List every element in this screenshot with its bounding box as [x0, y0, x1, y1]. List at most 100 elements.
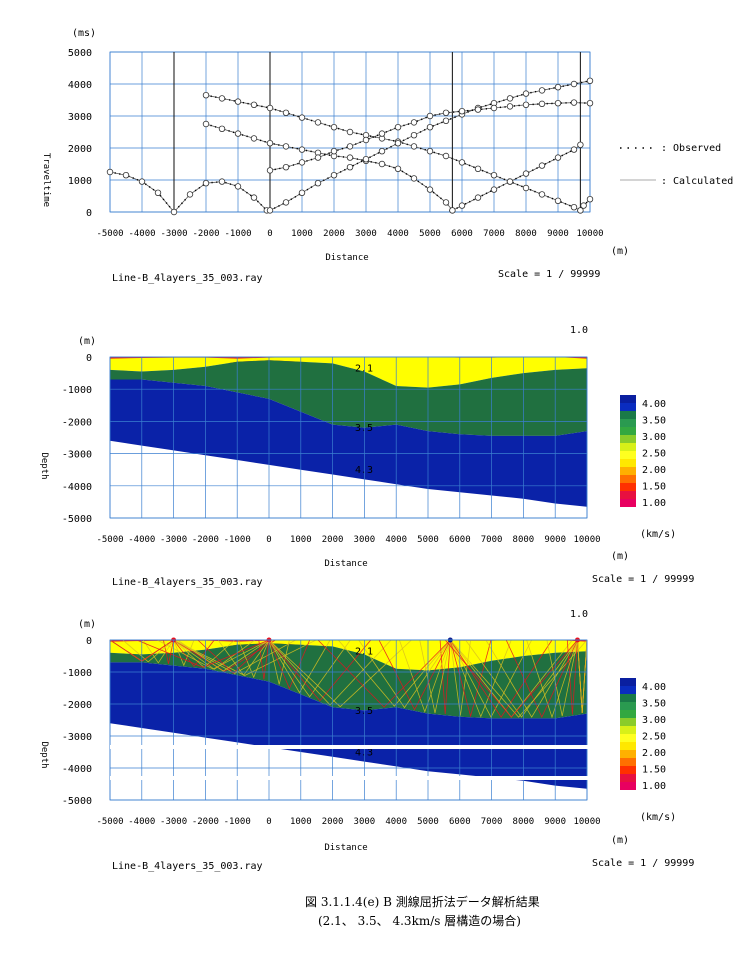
- rays-colorbar-swatch: [620, 718, 636, 726]
- traveltime-point: [314, 154, 322, 161]
- traveltime-point: [330, 147, 338, 155]
- ray-path: [173, 639, 256, 670]
- traveltime-point: [234, 183, 242, 190]
- velocity-model-panel: 2.1 3.5 4.3 -5000 -4000 -3000 -2000 -1000 0 1000…: [39, 325, 694, 588]
- model-colorbar-swatch: [620, 419, 636, 427]
- figure-caption-line1: 図 3.1.1.4(e) B 測線屈折法データ解析結果: [305, 894, 540, 909]
- rays-colorbar-swatch: [620, 710, 636, 718]
- traveltime-x-tick-label: -1000: [224, 229, 251, 239]
- traveltime-point: [426, 147, 434, 155]
- traveltime-point: [538, 191, 546, 198]
- ray-path: [419, 639, 451, 714]
- traveltime-point: [346, 143, 354, 150]
- model-x-tick-label: 9000: [544, 535, 566, 545]
- traveltime-x-unit: (m): [611, 246, 629, 257]
- ray-path: [136, 639, 270, 668]
- traveltime-point: [410, 175, 418, 182]
- traveltime-point: [282, 163, 290, 171]
- traveltime-point: [394, 139, 402, 147]
- calculated-curve: [205, 94, 581, 211]
- model-colorbar-swatch: [620, 395, 636, 403]
- ray-path: [268, 639, 392, 706]
- traveltime-point: [570, 99, 578, 106]
- traveltime-point: [394, 165, 402, 172]
- traveltime-point: [186, 191, 194, 198]
- traveltime-point: [554, 99, 562, 107]
- rays-layer-label: 3.5: [355, 706, 373, 717]
- model-x-tick-label: 10000: [573, 535, 600, 545]
- traveltime-point: [218, 178, 226, 185]
- rays-layer-3: [110, 662, 587, 789]
- model-colorbar-swatch: [620, 427, 636, 435]
- rays-x-tick-label: 0: [266, 817, 271, 827]
- model-layer-label: 2.1: [355, 364, 373, 375]
- traveltime-x-tick-label: 2000: [323, 229, 345, 239]
- ray-path: [142, 639, 174, 664]
- rays-y-tick-label: -2000: [62, 700, 92, 711]
- ray-path: [173, 639, 317, 676]
- ray-path: [268, 639, 311, 690]
- traveltime-point: [586, 77, 594, 84]
- traveltime-point: [410, 143, 418, 150]
- model-x-tick-label: 2000: [322, 535, 344, 545]
- ray-path: [546, 639, 578, 717]
- rays-x-tick-label: 7000: [481, 817, 503, 827]
- traveltime-point: [282, 109, 290, 116]
- rays-x-tick-label: 2000: [322, 817, 344, 827]
- traveltime-x-tick-label: -4000: [128, 229, 155, 239]
- model-colorbar-swatch: [620, 467, 636, 475]
- rays-x-tick-label: -3000: [160, 817, 187, 827]
- rays-colorbar-label: 2.50: [642, 732, 666, 743]
- rays-x-tick-label: -1000: [224, 817, 251, 827]
- model-frame: [109, 356, 588, 519]
- model-layer-3: [110, 379, 587, 507]
- legend-calculated-label: : Calculated: [661, 176, 733, 187]
- traveltime-point: [554, 83, 562, 91]
- rays-colorbar: 4.00 3.50 3.00 2.50 2.00 1.50 1.00: [620, 678, 666, 792]
- model-colorbar-swatch: [620, 483, 636, 491]
- ray-tracing-layers: 2.1 3.5 4.3: [110, 640, 587, 789]
- rays-y-label: Depth: [39, 741, 49, 768]
- rays-layer-label: 2.1: [355, 647, 373, 658]
- model-colorbar-swatch: [620, 435, 636, 443]
- ray-path: [485, 639, 578, 718]
- velocity-model-grid: [109, 356, 588, 519]
- ray-tracing-panel: 2.1 3.5 4.3 -5000 -4000 -3000 -2000 -1000 0 1000…: [39, 609, 694, 872]
- traveltime-point: [282, 143, 290, 150]
- traveltime-point: [442, 109, 450, 116]
- traveltime-y-tick-label: 3000: [68, 112, 92, 123]
- traveltime-point: [346, 154, 354, 161]
- rays-colorbar-swatch: [620, 694, 636, 702]
- model-colorbar: 4.00 3.50 3.00 2.50 2.00 1.50 1.00: [620, 395, 666, 509]
- traveltime-point: [122, 171, 130, 179]
- ray-path: [177, 639, 270, 672]
- rays-x-tick-label: 5000: [417, 817, 439, 827]
- traveltime-point: [458, 202, 466, 209]
- traveltime-x-tick-label: -5000: [96, 229, 123, 239]
- model-colorbar-swatch: [620, 451, 636, 459]
- traveltime-point: [506, 95, 514, 102]
- model-x-tick-label: 5000: [417, 535, 439, 545]
- traveltime-point: [442, 199, 450, 206]
- traveltime-x-tick-label: 1000: [291, 229, 313, 239]
- rays-frame: [109, 639, 588, 801]
- rays-colorbar-swatch: [620, 702, 636, 710]
- traveltime-x-tick-label: 3000: [355, 229, 377, 239]
- model-x-label: Distance: [324, 559, 367, 569]
- calculated-curve: [452, 144, 581, 211]
- model-y-unit: (m): [78, 336, 96, 347]
- traveltime-point: [154, 189, 162, 196]
- model-y-tick-label: -2000: [62, 417, 92, 428]
- model-colorbar-label: 1.50: [642, 482, 666, 493]
- ray-path: [217, 639, 270, 676]
- traveltime-point: [538, 100, 546, 108]
- traveltime-point: [394, 123, 402, 131]
- traveltime-point: [378, 147, 386, 155]
- traveltime-point: [298, 189, 306, 196]
- traveltime-x-tick-label: -3000: [160, 229, 187, 239]
- rays-colorbar-swatch: [620, 750, 636, 758]
- traveltime-point: [266, 207, 274, 214]
- model-x-tick-label: 7000: [481, 535, 503, 545]
- traveltime-point: [570, 80, 578, 88]
